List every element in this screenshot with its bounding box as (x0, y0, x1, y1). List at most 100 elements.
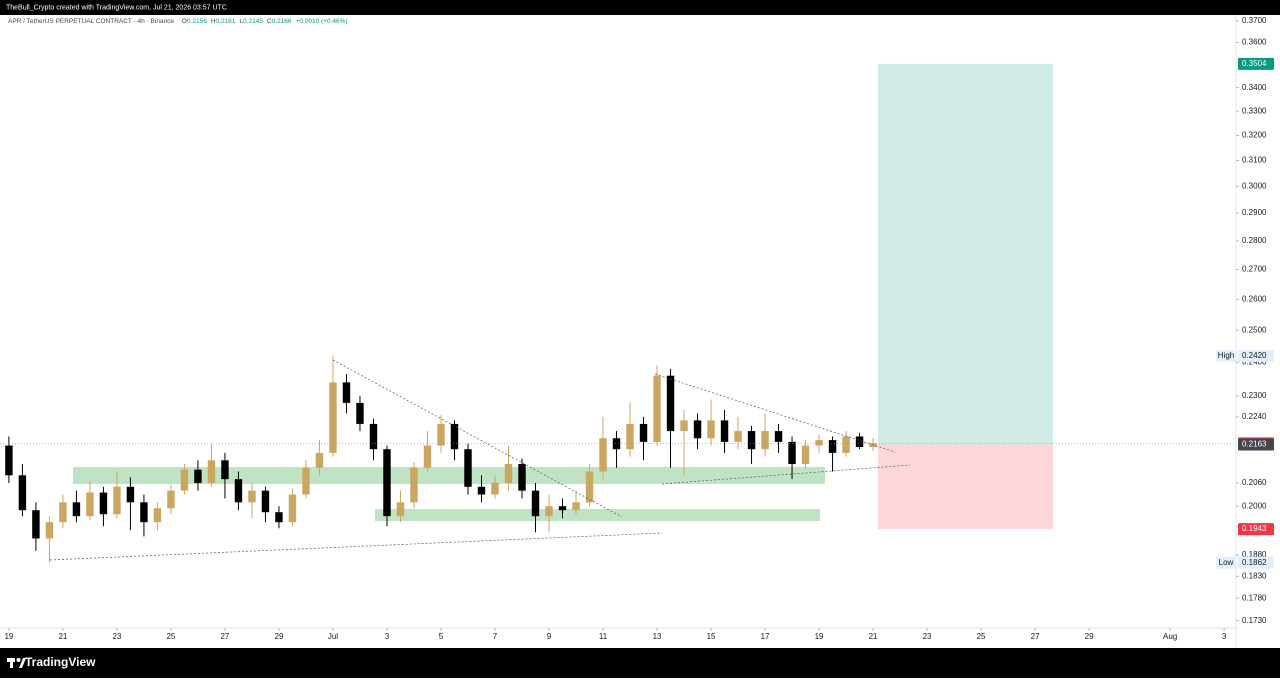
y-tick-label: 0.1730 (1242, 616, 1267, 625)
brand: TradingView (25, 655, 96, 669)
legend-key: H (211, 18, 216, 25)
candle-body (774, 431, 783, 442)
x-tick-label: 27 (1031, 632, 1040, 641)
candle-body (450, 423, 459, 450)
x-tick-label: 7 (493, 632, 498, 641)
price-badge-name-bg (1216, 556, 1236, 569)
price-badge-label: 0.1943 (1242, 524, 1267, 533)
legend-value: 0.2156 (187, 18, 207, 25)
x-tick-label: 21 (58, 632, 67, 641)
loss-zone (878, 444, 1053, 530)
candle-body (761, 431, 769, 450)
x-tick-label: 25 (977, 632, 986, 641)
top-bar (0, 0, 1280, 15)
candle-body (410, 467, 418, 503)
candle-body (396, 502, 405, 517)
x-tick-label: 11 (599, 632, 608, 641)
candle-body (585, 471, 594, 503)
candle-body (383, 449, 391, 517)
candle-body (342, 382, 351, 403)
price-badge (1238, 438, 1274, 451)
candle-body (531, 490, 540, 517)
candle-body (558, 506, 567, 511)
candle-body (275, 512, 283, 523)
price-badge-label: 0.2420 (1242, 351, 1267, 360)
candle-body (99, 492, 108, 515)
y-tick-label: 0.2900 (1242, 208, 1267, 217)
candle-body (356, 402, 364, 424)
price-badge-label: 0.1862 (1242, 558, 1267, 567)
candle-body (599, 438, 607, 472)
y-tick-label: 0.3200 (1242, 131, 1267, 140)
price-badge-name: Low (1219, 558, 1234, 567)
candle-body (180, 469, 189, 491)
y-tick-label: 0.1830 (1242, 571, 1267, 580)
y-tick-label: 0.3300 (1242, 106, 1267, 115)
y-tick-label: 0.3100 (1242, 156, 1267, 165)
trendlines (49, 359, 911, 561)
candle-body (234, 479, 243, 503)
y-tick-label: 0.2600 (1242, 294, 1267, 303)
legend-symbol: APR / TetherUS PERPETUAL CONTRACT · 4h ·… (8, 18, 174, 25)
profit-zone (878, 63, 1053, 445)
candle-body (788, 441, 796, 465)
price-badge (1238, 523, 1274, 536)
x-tick-label: 19 (4, 632, 13, 641)
x-tick-label: 3 (1222, 632, 1227, 641)
legend-value: 0.2181 (216, 18, 236, 25)
price-badge-label: 0.2163 (1242, 440, 1267, 449)
y-tick-label: 0.3400 (1242, 83, 1267, 92)
x-tick-label: 29 (1085, 632, 1094, 641)
x-tick-label: 5 (439, 632, 444, 641)
x-tick-label: 13 (653, 632, 662, 641)
x-tick-label: Jul (328, 632, 338, 641)
candle-body (302, 467, 310, 495)
candle-body (248, 490, 256, 503)
price-badge-label: 0.3504 (1242, 59, 1267, 68)
candle-body (315, 452, 324, 468)
candle-body (545, 506, 553, 517)
candle-body (518, 464, 526, 491)
legend-change: +0.0010 (+0.46%) (296, 18, 348, 25)
candle-body (720, 420, 729, 442)
candle-body (477, 486, 486, 495)
candle-body (32, 510, 40, 539)
candle-body (369, 423, 378, 450)
y-tick-label: 0.2300 (1242, 391, 1267, 400)
y-tick-label: 0.2800 (1242, 236, 1267, 245)
candle-body (423, 445, 432, 468)
position-tool (878, 63, 1053, 530)
x-tick-label: 23 (112, 632, 121, 641)
y-tick-label: 0.3000 (1242, 182, 1267, 191)
x-tick-label: Aug (1163, 632, 1177, 641)
y-tick-label: 0.1780 (1242, 593, 1267, 602)
legend-key: O (182, 18, 187, 25)
x-tick-label: 3 (385, 632, 390, 641)
candle-body (504, 464, 513, 483)
x-tick-label: 21 (869, 632, 878, 641)
y-tick-label: 0.2400 (1242, 358, 1267, 367)
support-zone (73, 467, 825, 484)
trendline (332, 359, 623, 518)
candle-body (801, 445, 810, 465)
candle-body (194, 469, 202, 483)
candle-body (828, 440, 837, 453)
candle-body (693, 420, 702, 439)
candle-body (734, 431, 742, 442)
x-tick-label: 9 (547, 632, 552, 641)
x-tick-label: 19 (815, 632, 824, 641)
time-axis: 19 21 23 25 27 29 Jul 3 5 7 9 11 13 15 17 19 21 23 25 27 29 A… (4, 628, 1227, 641)
candle-body (491, 482, 499, 495)
legend-value: 0.2145 (243, 18, 263, 25)
y-tick-label: 0.2060 (1242, 478, 1267, 487)
candle-body (464, 449, 472, 487)
y-tick-label: 0.3700 (1242, 16, 1267, 25)
zones (73, 467, 825, 521)
candle-body (261, 490, 270, 513)
candle-body (653, 375, 661, 442)
candle-body (167, 490, 175, 509)
credit: TheBull_Crypto created with TradingView.… (6, 4, 227, 11)
trendline (49, 532, 663, 561)
